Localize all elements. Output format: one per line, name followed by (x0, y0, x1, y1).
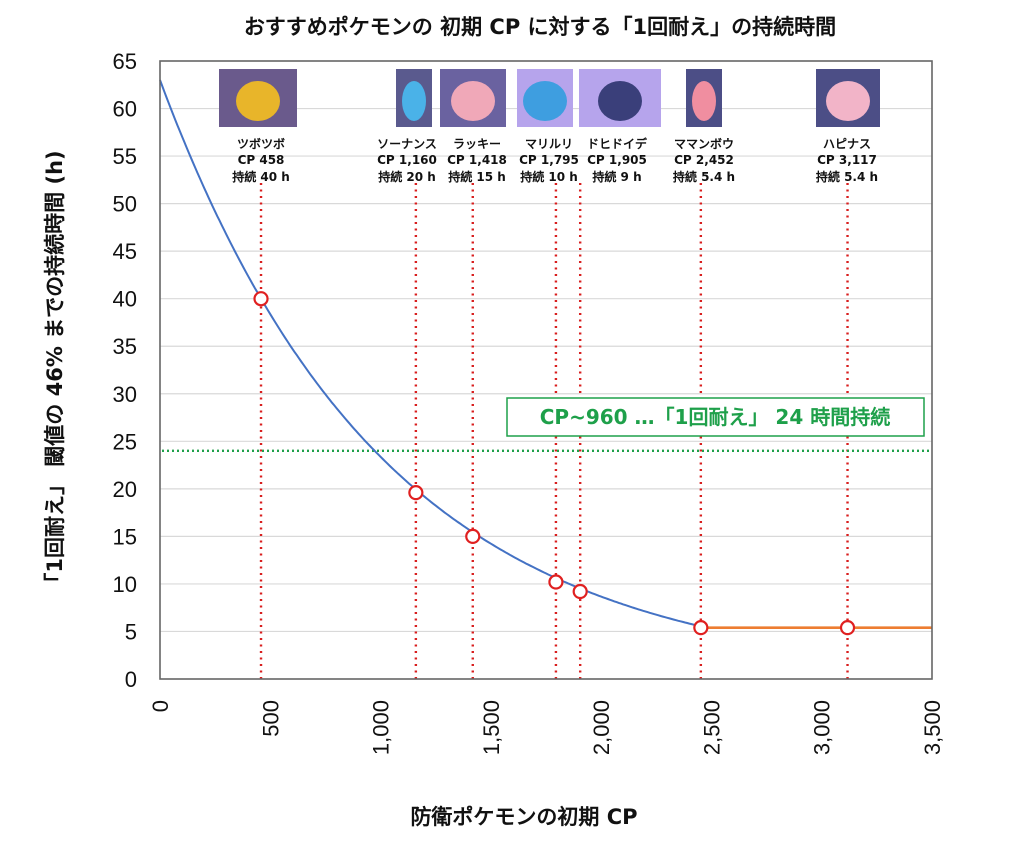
pokemon-cp: CP 1,795 (519, 153, 579, 167)
threshold-note-box (506, 397, 925, 437)
y-tick-label: 65 (113, 49, 137, 74)
pokemon-cp: CP 3,117 (817, 153, 877, 167)
data-point-marker (465, 528, 481, 544)
y-tick-label: 0 (125, 667, 137, 692)
azumarill-image (517, 69, 573, 127)
pokemon-cp: CP 1,905 (587, 153, 647, 167)
threshold-note-text: CP~960 …「1回耐え」 24 時間持続 (540, 405, 890, 429)
y-tick-labels: 0 5 10 15 20 25 30 35 40 45 50 55 60 65 (113, 49, 137, 692)
wobbuffet-image (396, 69, 432, 127)
pokemon-name: ツボツボ (237, 136, 285, 151)
blissey-image (816, 69, 880, 127)
x-tick-labels: 0 500 1,000 1,500 2,000 2,500 3,000 3,500 (148, 700, 945, 755)
icon-figure (692, 81, 716, 121)
y-tick-label: 25 (113, 429, 137, 454)
x-tick-label: 1,000 (369, 700, 394, 755)
y-tick-label: 50 (113, 192, 137, 217)
pokemon-duration: 持続 5.4 h (816, 169, 878, 184)
pokemon-name: ドヒドイデ (587, 136, 648, 151)
y-tick-label: 20 (113, 477, 137, 502)
x-tick-label: 500 (258, 700, 283, 737)
y-tick-label: 10 (113, 572, 137, 597)
pokemon-duration: 持続 20 h (378, 169, 436, 184)
plot-frame (159, 60, 933, 680)
y-tick-label: 35 (113, 334, 137, 359)
pokemon-icons (219, 69, 880, 127)
y-tick-label: 60 (113, 97, 137, 122)
icon-figure (402, 81, 426, 121)
pokemon-cp: CP 1,418 (447, 153, 507, 167)
icon-figure (598, 81, 642, 121)
pokemon-duration: 持続 15 h (448, 169, 506, 184)
y-tick-label: 5 (125, 619, 137, 644)
y-tick-label: 55 (113, 144, 137, 169)
x-tick-label: 1,500 (479, 700, 504, 755)
y-axis-title: 「1回耐え」 閾値の 46% までの持続時間 (h) (43, 150, 67, 593)
pokemon-cp: CP 458 (238, 153, 285, 167)
data-point-marker (839, 620, 856, 636)
icon-figure (523, 81, 567, 121)
icon-figure (451, 81, 495, 121)
y-tick-label: 30 (113, 382, 137, 407)
pokemon-cp: CP 2,452 (674, 153, 734, 167)
series-lines (159, 79, 932, 629)
x-tick-label: 2,000 (589, 700, 614, 755)
y-tick-label: 15 (113, 524, 137, 549)
pokemon-duration: 持続 9 h (592, 169, 641, 184)
pokemon-labels: ツボツボ CP 458 持続 40 h ソーナンス CP 1,160 持続 20 h ラッキ… (232, 136, 878, 184)
pokemon-markers (253, 291, 856, 636)
x-axis-title: 防衛ポケモンの初期 CP (410, 805, 637, 829)
x-tick-label: 2,500 (699, 700, 724, 755)
chart-title: おすすめポケモンの 初期 CP に対する「1回耐え」の持続時間 (244, 15, 836, 39)
icon-figure (826, 81, 870, 121)
pokemon-duration: 持続 40 h (232, 169, 290, 184)
data-point-marker (548, 574, 564, 590)
pokemon-cp: CP 1,160 (377, 153, 437, 167)
pokemon-name: ソーナンス (377, 137, 437, 151)
gridlines (160, 107, 932, 633)
pokemon-name: ハピナス (823, 137, 871, 151)
data-point-marker (253, 291, 269, 307)
y-tick-label: 45 (113, 239, 137, 264)
pokemon-name: ママンボウ (674, 136, 734, 151)
pokemon-duration: 持続 10 h (520, 169, 578, 184)
y-tick-label: 40 (113, 287, 137, 312)
toxapex-image (579, 69, 661, 127)
chansey-image (440, 69, 506, 127)
data-point-marker (572, 583, 588, 600)
icon-figure (236, 81, 280, 121)
pokemon-name: ラッキー (453, 137, 501, 151)
pokemon-duration: 持続 5.4 h (673, 169, 735, 184)
x-tick-label: 0 (148, 700, 173, 712)
alomomola-image (686, 69, 722, 127)
data-point-marker (693, 620, 709, 636)
threshold-note: CP~960 …「1回耐え」 24 時間持続 (506, 397, 925, 437)
pokemon-name: マリルリ (525, 137, 573, 151)
shuckle-image (219, 69, 297, 127)
series-line-decay (159, 79, 702, 628)
x-tick-label: 3,000 (810, 700, 835, 755)
data-point-marker (408, 485, 424, 501)
x-tick-label: 3,500 (920, 700, 945, 755)
